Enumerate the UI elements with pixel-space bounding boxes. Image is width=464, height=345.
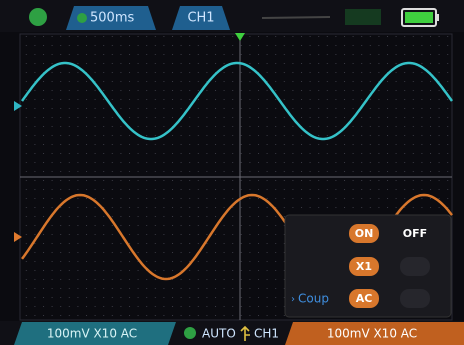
timebase-dot <box>77 13 87 23</box>
battery-level <box>405 12 433 23</box>
button-x1-label: X1 <box>356 260 372 273</box>
trigger-level-icon <box>262 17 330 18</box>
button-off-label[interactable]: OFF <box>403 227 427 240</box>
button-ac-label: AC <box>356 292 373 305</box>
status-icon <box>345 9 381 25</box>
ch2-settings: 100mV X10 AC <box>327 327 417 341</box>
menu-arrow: › <box>291 294 295 305</box>
channel: CH1 <box>187 11 214 26</box>
display: 500ms CH1 ON OFF X1 › Coup AC 100mV X10 … <box>0 0 464 345</box>
button-faded[interactable] <box>400 289 430 308</box>
timebase: 500ms <box>90 11 134 26</box>
trigger-source: CH1 <box>254 327 279 341</box>
button-on-label: ON <box>355 227 374 240</box>
button-faded[interactable] <box>400 257 430 276</box>
coupling-label: Coup <box>298 292 329 306</box>
run-indicator[interactable] <box>29 8 47 26</box>
trigger-mode: AUTO <box>202 327 236 341</box>
battery-tip <box>436 14 439 21</box>
trigger-indicator <box>184 327 196 339</box>
ch1-settings: 100mV X10 AC <box>47 327 137 341</box>
oscilloscope-screen: 500ms CH1 ON OFF X1 › Coup AC 100mV X10 … <box>0 0 464 345</box>
